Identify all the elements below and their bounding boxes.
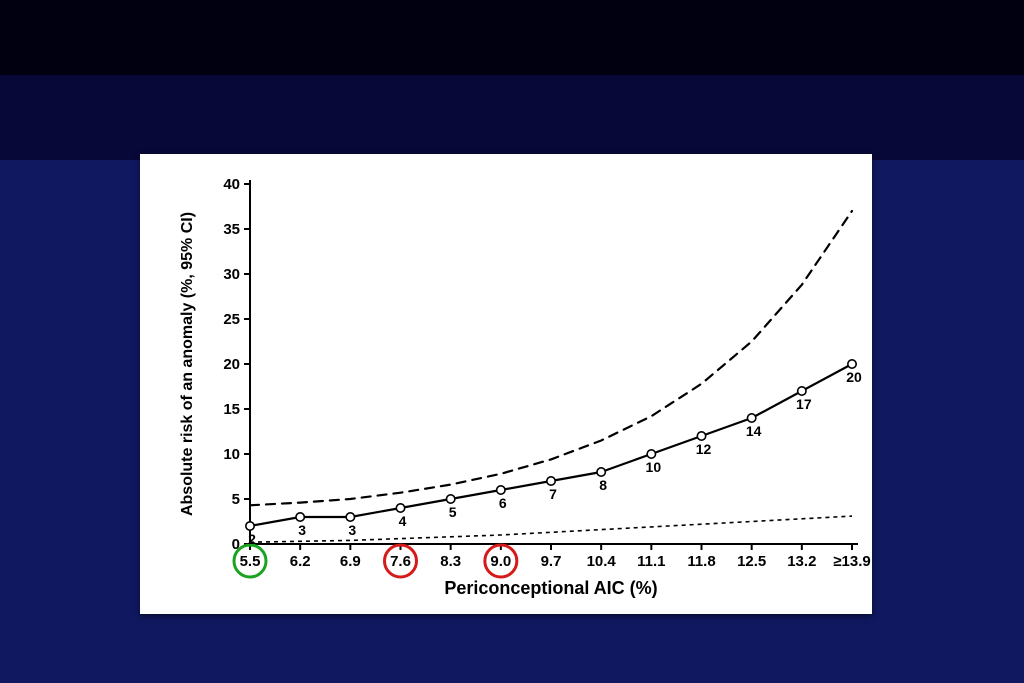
x-tick-label: ≥13.9 [833, 553, 870, 570]
data-point-label: 8 [599, 477, 607, 493]
y-tick-label: 30 [223, 266, 240, 283]
x-tick-label: 11.8 [687, 553, 715, 570]
data-point-label: 17 [796, 396, 812, 412]
ci-lower-line [250, 516, 852, 542]
data-point-marker [647, 450, 655, 458]
y-axis-label: Absolute risk of an anomaly (%, 95% CI) [179, 212, 196, 516]
x-tick-label: 9.0 [490, 553, 511, 570]
data-point-label: 3 [348, 522, 356, 538]
data-point-marker [747, 414, 755, 422]
x-tick-label: 8.3 [440, 553, 461, 570]
y-tick-label: 5 [232, 491, 240, 508]
data-point-label: 7 [549, 486, 557, 502]
background-band [0, 0, 1024, 75]
y-tick-label: 20 [223, 356, 240, 373]
x-tick-label: 11.1 [637, 553, 665, 570]
x-tick-label: 9.7 [541, 553, 562, 570]
data-point-label: 14 [746, 423, 762, 439]
data-point-marker [547, 477, 555, 485]
x-tick-label: 10.4 [587, 553, 617, 570]
risk-chart: 05101520253035405.56.26.97.68.39.09.710.… [140, 154, 872, 614]
data-point-label: 5 [449, 504, 457, 520]
slide-stage: 05101520253035405.56.26.97.68.39.09.710.… [0, 0, 1024, 683]
x-tick-label: 6.9 [340, 553, 361, 570]
data-point-marker [497, 486, 505, 494]
data-point-marker [446, 495, 454, 503]
data-point-label: 6 [499, 495, 507, 511]
x-tick-label: 6.2 [290, 553, 311, 570]
y-tick-label: 15 [223, 401, 240, 418]
y-tick-label: 35 [223, 221, 240, 238]
data-point-marker [597, 468, 605, 476]
data-point-marker [246, 522, 254, 530]
chart-panel: 05101520253035405.56.26.97.68.39.09.710.… [140, 154, 872, 614]
data-point-marker [346, 513, 354, 521]
data-point-marker [396, 504, 404, 512]
data-point-label: 20 [846, 369, 862, 385]
x-tick-label: 5.5 [240, 553, 261, 570]
data-point-label: 10 [646, 459, 662, 475]
data-point-label: 4 [399, 513, 407, 529]
x-axis-label: Periconceptional AIC (%) [444, 578, 657, 598]
data-point-label: 3 [298, 522, 306, 538]
y-tick-label: 40 [223, 176, 240, 193]
background-band [0, 75, 1024, 160]
y-tick-label: 25 [223, 311, 240, 328]
ci-upper-line [250, 211, 852, 505]
x-tick-label: 12.5 [737, 553, 766, 570]
data-point-label: 2 [248, 531, 256, 547]
data-point-marker [848, 360, 856, 368]
y-tick-label: 10 [223, 446, 240, 463]
data-point-marker [798, 387, 806, 395]
x-tick-label: 7.6 [390, 553, 411, 570]
data-point-label: 12 [696, 441, 712, 457]
data-point-marker [296, 513, 304, 521]
x-tick-label: 13.2 [787, 553, 816, 570]
data-point-marker [697, 432, 705, 440]
